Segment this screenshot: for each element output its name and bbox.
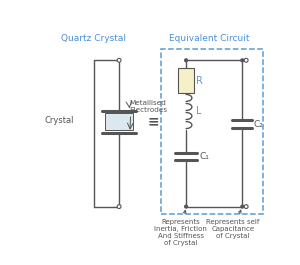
Circle shape [244, 58, 248, 62]
Text: Represents self
Capacitance
of Crystal: Represents self Capacitance of Crystal [206, 210, 260, 239]
Circle shape [117, 205, 121, 209]
Text: R: R [196, 76, 203, 86]
Circle shape [244, 205, 248, 209]
Bar [161, 49, 263, 214]
Circle shape [241, 59, 244, 62]
Text: C₁: C₁ [199, 152, 209, 161]
Circle shape [185, 59, 188, 62]
Circle shape [185, 205, 188, 208]
Text: L: L [196, 107, 202, 117]
Text: C₂: C₂ [254, 120, 264, 129]
Bar [105, 113, 133, 130]
Text: Quartz Crystal: Quartz Crystal [61, 34, 126, 43]
Text: Represents
Inertia, Friction
And Stiffness
of Crystal: Represents Inertia, Friction And Stiffne… [154, 210, 207, 246]
Text: Metallised
Electrodes: Metallised Electrodes [129, 100, 167, 113]
Circle shape [241, 205, 244, 208]
Text: Equivalent Circuit: Equivalent Circuit [169, 34, 249, 43]
Text: Crystal: Crystal [44, 116, 74, 125]
Bar [178, 68, 194, 93]
Circle shape [117, 58, 121, 62]
Text: ≡: ≡ [148, 115, 160, 129]
